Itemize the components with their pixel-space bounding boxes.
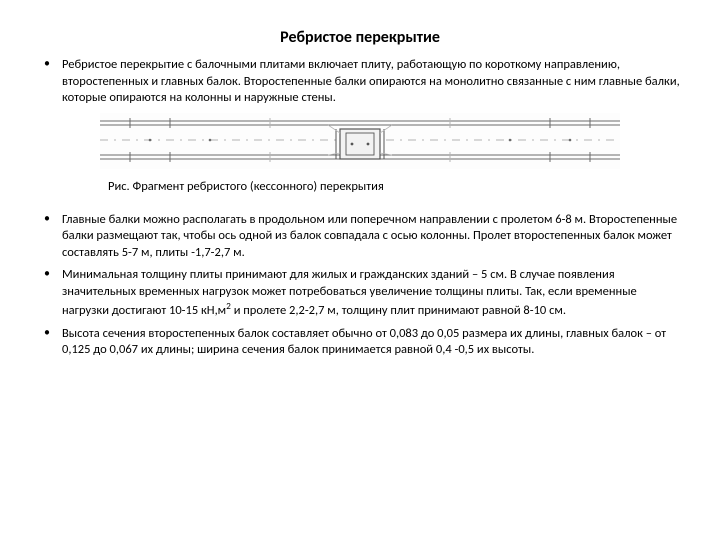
paragraph-3: Минимальная толщину плиты принимают для … [38, 267, 682, 320]
paragraph-4: Высота сечения второстепенных балок сост… [38, 326, 682, 359]
page-title: Ребристое перекрытие [38, 28, 682, 47]
figure-caption: Рис. Фрагмент ребристого (кессонного) пе… [38, 179, 682, 194]
body-list: Главные балки можно располагать в продол… [38, 212, 682, 359]
intro-list: Ребристое перекрытие с балочными плитами… [38, 57, 682, 107]
paragraph-1: Ребристое перекрытие с балочными плитами… [38, 57, 682, 107]
paragraph-3b: и пролете 2,2-2,7 м, толщину плит приним… [231, 303, 566, 318]
ribbed-slab-figure [100, 113, 620, 169]
figure-block: Рис. Фрагмент ребристого (кессонного) пе… [38, 113, 682, 208]
paragraph-2: Главные балки можно располагать в продол… [38, 212, 682, 262]
